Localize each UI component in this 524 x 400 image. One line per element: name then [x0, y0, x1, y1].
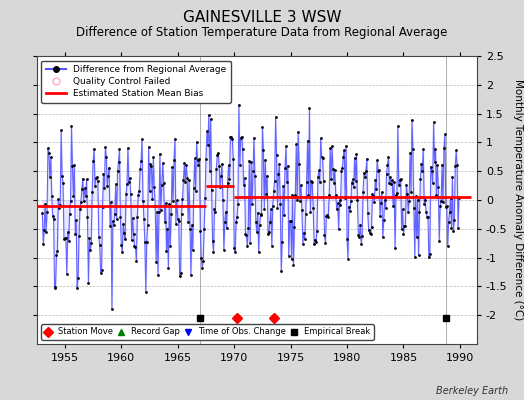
Text: GAINESVILLE 3 WSW: GAINESVILLE 3 WSW	[183, 10, 341, 25]
Text: Difference of Station Temperature Data from Regional Average: Difference of Station Temperature Data f…	[77, 26, 447, 39]
Text: Berkeley Earth: Berkeley Earth	[436, 386, 508, 396]
Y-axis label: Monthly Temperature Anomaly Difference (°C): Monthly Temperature Anomaly Difference (…	[513, 79, 523, 321]
Legend: Station Move, Record Gap, Time of Obs. Change, Empirical Break: Station Move, Record Gap, Time of Obs. C…	[41, 324, 374, 340]
